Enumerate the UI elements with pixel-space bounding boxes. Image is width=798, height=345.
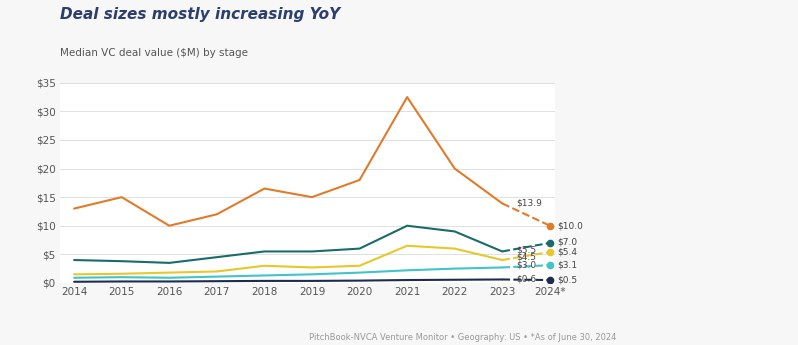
Text: $0.6: $0.6 — [516, 275, 537, 284]
Text: $5.4: $5.4 — [557, 247, 577, 257]
Text: $5.5: $5.5 — [516, 246, 537, 255]
Legend: Pre-seed, Seed, Early-stage VC, Late-stage VC, Venture growth: Pre-seed, Seed, Early-stage VC, Late-sta… — [81, 344, 533, 345]
Text: $4.5: $4.5 — [516, 253, 536, 262]
Text: $3.0: $3.0 — [516, 261, 537, 270]
Text: $0.5: $0.5 — [557, 276, 577, 285]
Text: $7.0: $7.0 — [557, 238, 577, 247]
Text: Median VC deal value ($M) by stage: Median VC deal value ($M) by stage — [60, 48, 248, 58]
Text: $10.0: $10.0 — [557, 221, 583, 230]
Text: $13.9: $13.9 — [516, 199, 543, 208]
Text: PitchBook-NVCA Venture Monitor • Geography: US • *As of June 30, 2024: PitchBook-NVCA Venture Monitor • Geograp… — [309, 333, 617, 342]
Text: Deal sizes mostly increasing YoY: Deal sizes mostly increasing YoY — [60, 7, 340, 22]
Text: $3.1: $3.1 — [557, 260, 577, 269]
